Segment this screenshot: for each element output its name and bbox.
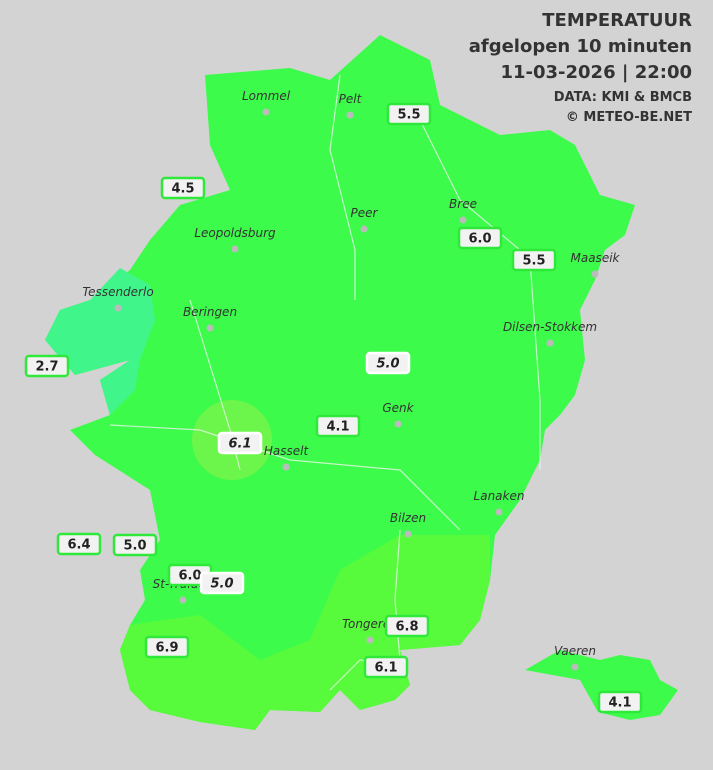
station-box [386, 102, 432, 126]
town-dot [459, 216, 467, 224]
town-label: Peer [351, 206, 379, 220]
station-value: 6.1 [228, 437, 251, 452]
town-label: Leopoldsburg [194, 226, 276, 240]
station-box [597, 690, 643, 714]
station: 5.0 [112, 533, 158, 557]
station: 4.1 [315, 414, 361, 438]
station-value: 6.8 [395, 620, 418, 635]
station: 2.7 [24, 354, 70, 378]
town-dot [346, 111, 354, 119]
station-value: 4.1 [326, 420, 349, 435]
station-box [217, 431, 263, 455]
town-dot [179, 596, 187, 604]
town-label: Pelt [339, 92, 363, 106]
station-value: 6.1 [374, 661, 397, 676]
station-box [363, 655, 409, 679]
station-box [56, 532, 102, 556]
station-value: 5.0 [123, 539, 146, 554]
town-label: Lanaken [474, 489, 525, 503]
town-dot [114, 304, 122, 312]
town-label: Beringen [183, 305, 237, 319]
station-value: 5.0 [376, 357, 399, 372]
town-dot [404, 530, 412, 538]
station-value: 5.5 [397, 108, 420, 123]
town-dot [546, 339, 554, 347]
station: 6.9 [144, 635, 190, 659]
station: 5.5 [386, 102, 432, 126]
town-label: Bree [449, 197, 477, 211]
town-label: Bilzen [390, 511, 426, 525]
station: 6.4 [56, 532, 102, 556]
station-value: 5.5 [522, 254, 545, 269]
station-box [144, 635, 190, 659]
town-label: Maaseik [571, 251, 621, 265]
town-label: Genk [382, 401, 414, 415]
header-datetime: 11-03-2026 | 22:00 [500, 62, 692, 83]
station-box [24, 354, 70, 378]
station-value: 4.5 [171, 182, 194, 197]
station: 6.0 [457, 226, 503, 250]
header-subtitle: afgelopen 10 minuten [469, 36, 692, 57]
station-box [365, 351, 411, 375]
station-box [457, 226, 503, 250]
station-box [315, 414, 361, 438]
town-label: Vaeren [554, 644, 596, 658]
station-value: 6.4 [67, 538, 90, 553]
station-value: 6.0 [178, 569, 201, 584]
station: 5.5 [511, 248, 557, 272]
town-dot [394, 420, 402, 428]
station-box [384, 614, 430, 638]
station-value: 2.7 [35, 360, 58, 375]
town-label: Lommel [242, 89, 291, 103]
station-box [199, 571, 245, 595]
town-dot [571, 663, 579, 671]
station-box [112, 533, 158, 557]
header-source: DATA: KMI & BMCB [554, 90, 692, 105]
station: 4.1 [597, 690, 643, 714]
station: 5.0 [365, 351, 411, 375]
town-dot [206, 324, 214, 332]
town-dot [495, 508, 503, 516]
station: 6.1 [217, 431, 263, 455]
town-label: Hasselt [264, 444, 310, 458]
zone-warm [120, 535, 490, 730]
station-box [511, 248, 557, 272]
town-dot [231, 245, 239, 253]
station: 6.1 [363, 655, 409, 679]
town-dot [360, 225, 368, 233]
header-title: TEMPERATUUR [542, 10, 692, 31]
station-value: 4.1 [608, 696, 631, 711]
town-label: Tongeren [342, 617, 398, 631]
town-dot [282, 463, 290, 471]
station: 4.5 [160, 176, 206, 200]
station-value: 6.9 [155, 641, 178, 656]
town-label: Tessenderlo [82, 285, 153, 299]
station: 5.0 [199, 571, 245, 595]
header-copyright: © METEO-BE.NET [566, 110, 692, 125]
station-value: 5.0 [210, 577, 233, 592]
station-value: 6.0 [468, 232, 491, 247]
town-dot [366, 636, 374, 644]
town-dot [591, 270, 599, 278]
zone-cool [45, 268, 155, 415]
station-box [160, 176, 206, 200]
town-label: Dilsen-Stokkem [503, 320, 597, 334]
town-dot [262, 108, 270, 116]
station: 6.8 [384, 614, 430, 638]
